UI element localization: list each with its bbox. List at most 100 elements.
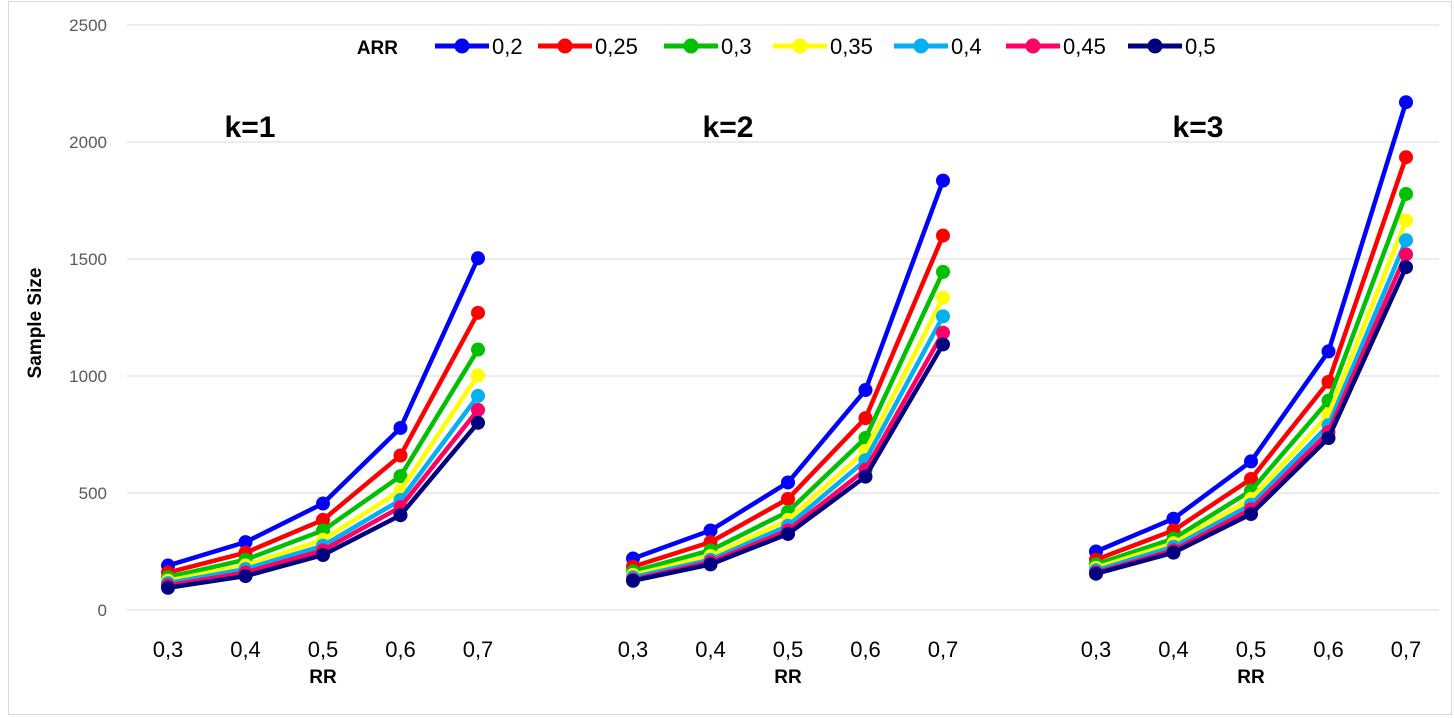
data-point: [471, 415, 485, 430]
legend: ARR 0,2 0,25 0,3 0,35 0,4 0,45 0,5: [357, 34, 1216, 59]
panel-1: k=1 0,3 0,4 0,5 0,6 0,7 RR: [153, 111, 494, 688]
series-arr-0-5: [161, 415, 485, 595]
data-point: [1399, 150, 1413, 165]
data-point: [238, 569, 253, 584]
data-point: [781, 526, 795, 541]
data-point: [1166, 511, 1181, 526]
data-point: [936, 325, 950, 340]
x-tick-label: 0,4: [695, 637, 726, 662]
data-point: [161, 580, 175, 595]
data-point: [316, 548, 330, 563]
series-arr-0-25: [626, 228, 950, 574]
y-axis-label: Sample Size: [25, 268, 46, 379]
legend-label: 0,3: [721, 34, 752, 59]
x-tick-label: 0,5: [308, 637, 339, 662]
panel-title: k=3: [1173, 111, 1224, 144]
data-point: [1399, 186, 1413, 201]
y-tick-label: 1500: [69, 250, 107, 269]
data-point: [471, 305, 485, 320]
legend-label: 0,2: [492, 34, 523, 59]
data-point: [936, 228, 950, 243]
x-tick-label: 0,4: [230, 637, 261, 662]
data-point: [316, 512, 330, 527]
series-line: [632, 343, 945, 583]
data-point: [626, 573, 640, 588]
data-point: [703, 523, 718, 538]
data-point: [1321, 344, 1336, 359]
panel-title: k=1: [225, 111, 276, 144]
data-point: [1244, 507, 1258, 522]
data-point: [858, 469, 873, 484]
y-tick-label: 1000: [69, 367, 107, 386]
data-point: [471, 388, 485, 403]
data-point: [1399, 95, 1413, 110]
legend-marker: [1025, 38, 1041, 54]
data-point: [1244, 454, 1258, 469]
series-arr-0-2: [626, 173, 950, 566]
series-line: [1095, 253, 1409, 575]
series-arr-0-5: [626, 337, 950, 588]
data-point: [316, 496, 330, 511]
gridlines: [127, 24, 1439, 611]
x-tick-label: 0,6: [1313, 637, 1344, 662]
data-point: [393, 469, 408, 484]
y-axis: 0 500 1000 1500 2000 2500: [69, 16, 107, 620]
x-axis-label: RR: [774, 667, 802, 688]
legend-marker: [1147, 38, 1163, 54]
panel-3: k=3 0,3 0,4 0,5 0,6 0,7 RR: [1081, 95, 1422, 688]
x-tick-label: 0,7: [928, 637, 959, 662]
series-arr-0-4: [1089, 233, 1413, 578]
legend-label: 0,25: [595, 34, 638, 59]
x-tick-label: 0,3: [618, 637, 649, 662]
legend-title: ARR: [357, 38, 398, 59]
x-tick-label: 0,7: [1391, 637, 1422, 662]
data-point: [238, 535, 253, 550]
chart-frame: [8, 1, 1452, 715]
legend-label: 0,5: [1185, 34, 1216, 59]
data-point: [703, 557, 718, 572]
data-point: [858, 411, 873, 426]
legend-label: 0,35: [830, 34, 873, 59]
legend-marker: [683, 38, 699, 54]
x-axis-label: RR: [309, 667, 337, 688]
data-point: [858, 383, 873, 398]
x-tick-label: 0,5: [1236, 637, 1267, 662]
data-point: [471, 251, 485, 266]
series-arr-0-5: [1089, 260, 1413, 581]
y-tick-label: 2500: [69, 16, 107, 35]
x-tick-label: 0,4: [1158, 637, 1189, 662]
data-point: [1166, 545, 1181, 560]
data-point: [936, 173, 950, 188]
legend-marker: [557, 38, 573, 54]
data-point: [936, 309, 950, 324]
legend-marker: [792, 38, 808, 54]
legend-marker: [913, 38, 929, 54]
data-point: [471, 342, 485, 357]
data-point: [1089, 566, 1103, 581]
panels: k=1 0,3 0,4 0,5 0,6 0,7 RR k=2 0,3 0,4 0,5 0,6 0,7 RR…: [153, 95, 1422, 688]
y-tick-label: 500: [79, 484, 107, 503]
y-tick-label: 2000: [69, 133, 107, 152]
y-tick-label: 0: [98, 601, 107, 620]
data-point: [936, 337, 950, 352]
data-point: [1321, 431, 1336, 446]
x-axis-label: RR: [1237, 667, 1265, 688]
data-point: [1399, 260, 1413, 275]
data-point: [1399, 213, 1413, 228]
data-point: [936, 264, 950, 279]
panel-title: k=2: [703, 111, 754, 144]
data-point: [393, 420, 408, 435]
data-point: [471, 368, 485, 383]
data-point: [781, 475, 795, 490]
data-point: [393, 508, 408, 523]
x-tick-label: 0,3: [1081, 637, 1112, 662]
data-point: [1244, 471, 1258, 486]
data-point: [1399, 233, 1413, 248]
x-tick-label: 0,6: [850, 637, 881, 662]
data-point: [393, 448, 408, 463]
legend-label: 0,4: [951, 34, 982, 59]
x-tick-label: 0,3: [153, 637, 184, 662]
series-arr-0-45: [1089, 247, 1413, 580]
panel-2: k=2 0,3 0,4 0,5 0,6 0,7 RR: [618, 111, 959, 688]
